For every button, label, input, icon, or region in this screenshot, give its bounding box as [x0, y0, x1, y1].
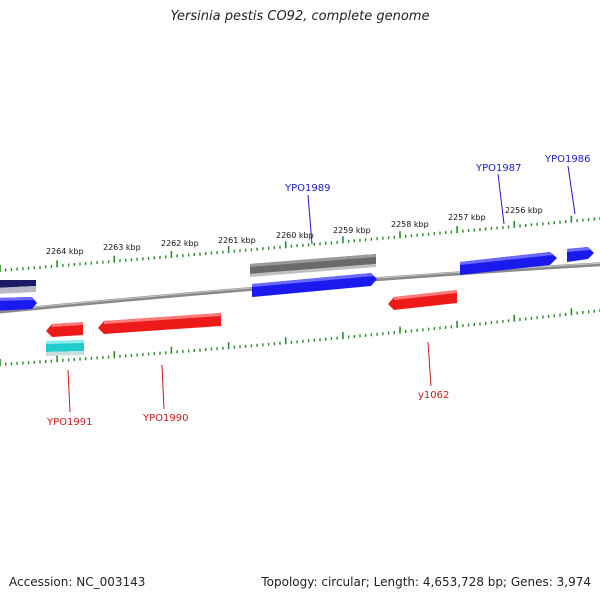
- genome-summary: Topology: circular; Length: 4,653,728 bp…: [261, 575, 591, 589]
- gene-ypo1989[interactable]: [252, 273, 377, 297]
- accession-text: Accession: NC_003143: [9, 575, 146, 589]
- inner-ruler: [0, 308, 600, 366]
- kbp-labels: 2264 kbp 2263 kbp 2262 kbp 2261 kbp 2260…: [46, 206, 543, 256]
- kbp-label-2257: 2257 kbp: [448, 213, 486, 222]
- label-ypo1986: YPO1986: [544, 154, 590, 165]
- label-ypo1990: YPO1990: [142, 413, 188, 424]
- leader-ypo1987: [497, 173, 505, 225]
- map-title: Yersinia pestis CO92, complete genome: [170, 9, 430, 24]
- leader-ypo1989: [307, 194, 313, 245]
- navy-feature[interactable]: [0, 280, 36, 294]
- kbp-label-2264: 2264 kbp: [46, 247, 84, 256]
- leader-ypo1986: [567, 165, 576, 215]
- kbp-label-2259: 2259 kbp: [333, 226, 371, 235]
- kbp-label-2258: 2258 kbp: [391, 220, 429, 229]
- label-ypo1987: YPO1987: [475, 163, 521, 174]
- gene-ypo1991-reverse[interactable]: [46, 322, 83, 337]
- outer-ruler: [0, 215, 600, 272]
- leader-ypo1990: [161, 364, 165, 410]
- kbp-label-2256: 2256 kbp: [505, 206, 543, 215]
- leader-ypo1991: [67, 369, 71, 413]
- gene-ypo1991-forward[interactable]: [0, 297, 37, 311]
- kbp-label-2263: 2263 kbp: [103, 243, 141, 252]
- label-ypo1991: YPO1991: [46, 417, 92, 428]
- kbp-label-2261: 2261 kbp: [218, 236, 256, 245]
- leader-y1062: [427, 341, 432, 387]
- label-ypo1989: YPO1989: [284, 183, 330, 194]
- label-y1062: y1062: [418, 390, 449, 401]
- gene-ypo1986[interactable]: [567, 247, 594, 262]
- gene-ypo1990[interactable]: [98, 313, 221, 334]
- gray-feature[interactable]: [250, 254, 376, 277]
- cyan-feature[interactable]: [46, 340, 84, 356]
- kbp-label-2262: 2262 kbp: [161, 239, 199, 248]
- gene-ypo1987[interactable]: [460, 252, 557, 275]
- gene-y1062[interactable]: [388, 290, 457, 310]
- kbp-label-2260: 2260 kbp: [276, 231, 314, 240]
